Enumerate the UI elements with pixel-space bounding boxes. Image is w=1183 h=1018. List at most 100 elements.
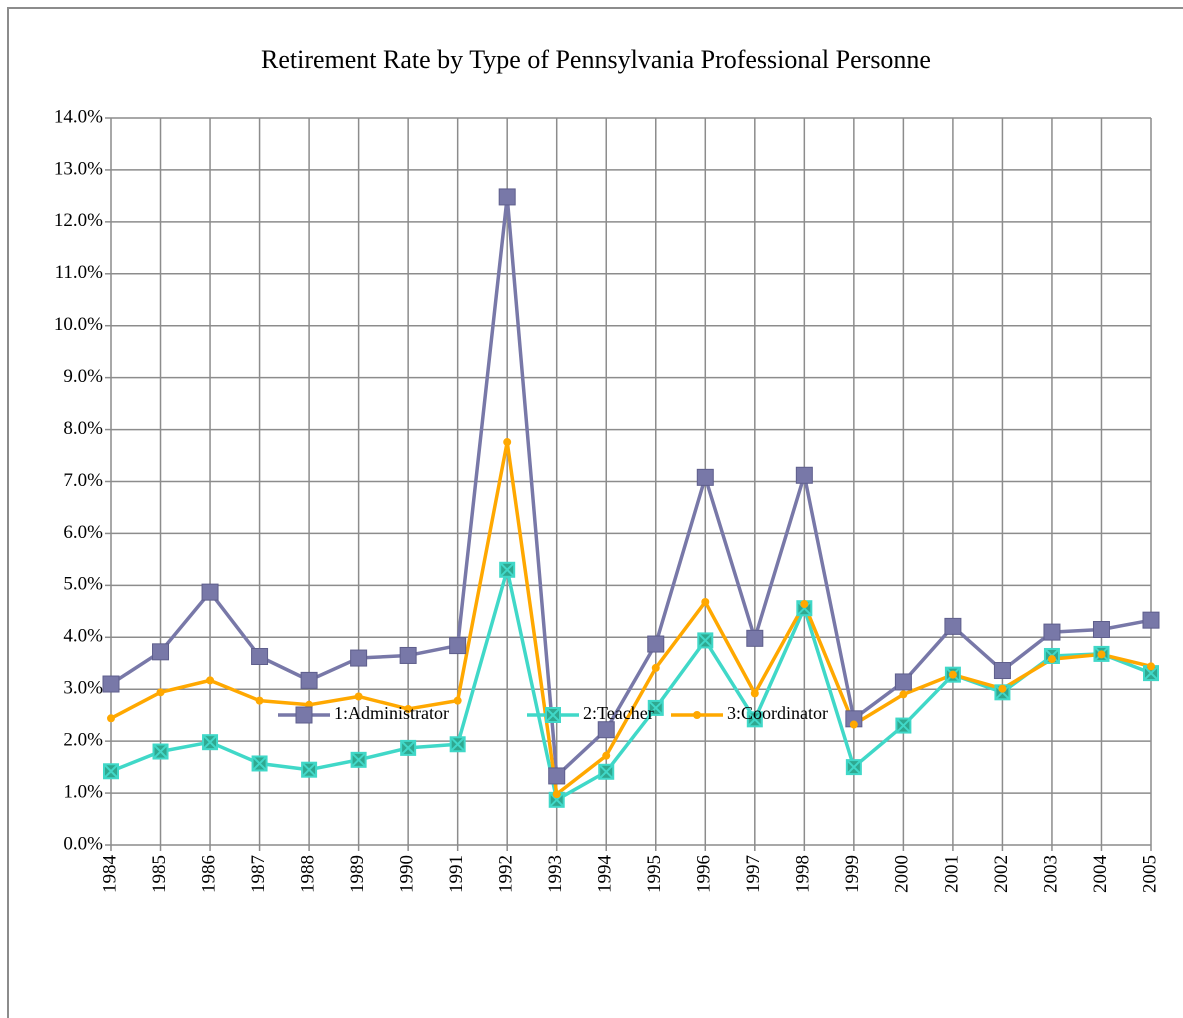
marker: [400, 739, 417, 756]
marker: [1047, 655, 1056, 664]
marker: [1097, 650, 1106, 659]
y-tick-label: 7.0%: [63, 470, 103, 491]
y-tick-label: 0.0%: [63, 833, 103, 854]
marker: [301, 761, 318, 778]
marker-cross: [698, 633, 712, 648]
x-tick-label: 1990: [397, 855, 418, 893]
legend-label: 1:Administrator: [334, 703, 449, 723]
y-tick-label: 4.0%: [63, 626, 103, 647]
marker: [107, 714, 115, 723]
marker-cross: [649, 701, 663, 715]
marker: [651, 663, 660, 672]
marker: [598, 763, 615, 780]
legend-item: 3:Coordinator: [671, 703, 828, 723]
y-tick-label: 3.0%: [63, 678, 103, 699]
marker: [449, 736, 466, 753]
marker: [545, 707, 561, 723]
marker: [696, 468, 714, 486]
marker-cross: [351, 753, 366, 767]
marker: [449, 637, 467, 655]
x-tick-label: 1994: [595, 855, 616, 894]
x-tick-label: 2002: [991, 855, 1012, 893]
marker: [849, 720, 858, 729]
marker: [1043, 623, 1061, 641]
marker: [993, 662, 1011, 680]
marker: [152, 643, 170, 661]
x-tick-label: 1995: [644, 855, 665, 893]
marker: [697, 632, 714, 649]
x-tick-label: 1992: [496, 855, 517, 893]
x-tick-label: 2004: [1090, 855, 1111, 894]
x-tick-label: 1987: [248, 855, 269, 893]
marker: [746, 711, 763, 728]
marker-cross: [104, 764, 118, 778]
marker: [350, 751, 367, 768]
marker: [202, 734, 219, 751]
marker: [103, 763, 119, 780]
marker: [647, 699, 664, 716]
x-tick-label: 1986: [198, 855, 219, 893]
y-tick-label: 5.0%: [63, 574, 103, 595]
marker: [206, 676, 215, 685]
legend-label: 2:Teacher: [583, 703, 654, 723]
x-tick-label: 1993: [545, 855, 566, 893]
marker: [156, 688, 165, 697]
x-tick-label: 2005: [1139, 855, 1160, 893]
x-tick-label: 1996: [694, 855, 715, 893]
marker: [894, 673, 912, 691]
marker: [746, 629, 764, 647]
marker-cross: [302, 762, 316, 777]
x-tick-label: 1998: [793, 855, 814, 893]
marker: [152, 743, 169, 760]
y-tick-label: 6.0%: [63, 522, 103, 543]
marker: [201, 583, 219, 601]
x-tick-label: 1988: [297, 855, 318, 893]
marker-cross: [847, 760, 861, 774]
marker-cross: [748, 712, 762, 727]
marker-cross: [896, 718, 911, 733]
marker: [800, 600, 809, 609]
marker: [102, 675, 120, 693]
marker: [944, 617, 962, 635]
marker-cross: [401, 741, 415, 755]
marker-cross: [1144, 666, 1158, 680]
y-tick-label: 1.0%: [63, 781, 103, 802]
marker-cross: [550, 793, 564, 807]
x-tick-label: 1997: [743, 855, 764, 893]
series-line: [110, 440, 1152, 796]
marker: [251, 755, 268, 772]
y-tick-label: 14.0%: [54, 106, 103, 127]
marker-cross: [500, 563, 514, 577]
marker: [845, 759, 862, 776]
y-tick-label: 8.0%: [63, 418, 103, 439]
marker-cross: [203, 735, 217, 749]
marker: [255, 696, 264, 705]
x-tick-label: 2000: [892, 855, 913, 893]
marker-cross: [797, 601, 812, 615]
chart-title: Retirement Rate by Type of Pennsylvania …: [261, 45, 931, 74]
x-tick-label: 1984: [99, 855, 120, 894]
series-line: [110, 195, 1152, 778]
marker: [895, 717, 912, 734]
marker: [503, 438, 512, 447]
marker: [1147, 662, 1155, 671]
y-tick-label: 11.0%: [55, 262, 104, 283]
marker: [899, 690, 908, 699]
y-tick-label: 10.0%: [54, 314, 103, 335]
marker: [300, 671, 318, 689]
marker: [548, 767, 566, 785]
marker: [597, 721, 615, 739]
marker-cross: [546, 708, 560, 722]
x-tick-label: 2003: [1040, 855, 1061, 893]
marker: [693, 711, 701, 719]
marker: [453, 696, 462, 705]
marker: [552, 790, 561, 799]
marker: [795, 466, 813, 484]
x-tick-label: 1991: [446, 855, 467, 893]
x-tick-label: 1985: [149, 855, 170, 893]
marker-cross: [599, 765, 613, 779]
marker: [750, 689, 759, 698]
marker: [404, 704, 413, 713]
marker: [350, 649, 368, 667]
